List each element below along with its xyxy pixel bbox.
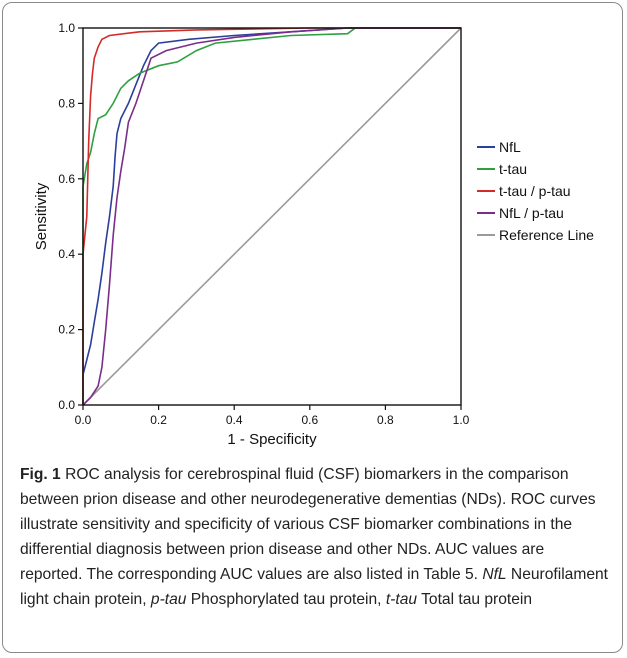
roc-chart: 0.0 0.2 0.4 0.6 0.8 1.0 0.0 0.2 0.4 0.6 0.8 1.0 1 - … <box>33 21 594 448</box>
y-axis-title: Sensitivity <box>33 182 50 250</box>
abbr-ptau: p-tau <box>150 591 187 608</box>
caption-text: ROC analysis for cerebrospinal fluid (CS… <box>20 466 596 583</box>
x-axis-title: 1 - Specificity <box>227 431 317 448</box>
series-line-nfl-p-tau <box>82 27 461 406</box>
x-tick-label: 0.2 <box>150 413 167 427</box>
y-tick-label: 0.0 <box>58 398 75 412</box>
abbr-nfl: NfL <box>482 566 507 583</box>
legend-label-nfl-p-tau: NfL / p-tau <box>499 205 564 221</box>
legend-label-t-tau: t-tau <box>499 161 527 177</box>
x-tick-label: 1.0 <box>453 413 470 427</box>
series-line-reference-line <box>82 27 462 406</box>
y-tick-label: 1.0 <box>58 21 75 35</box>
def-nfl: Neurofilament light chain protein, <box>20 566 608 608</box>
legend-label-t-tau-p-tau: t-tau / p-tau <box>499 183 571 199</box>
x-tick-label: 0.8 <box>377 413 394 427</box>
y-tick-label: 0.4 <box>58 247 75 261</box>
plot-frame <box>82 27 462 406</box>
plot-area: 0.0 0.2 0.4 0.6 0.8 1.0 0.0 0.2 0.4 0.6 0.8 1.0 1 - … <box>33 21 594 448</box>
abbr-ttau: t-tau <box>385 591 418 608</box>
def-ptau: Phosphorylated tau protein, <box>186 591 386 608</box>
y-tick-label: 0.6 <box>58 172 75 186</box>
y-tick-label: 0.8 <box>58 96 75 110</box>
def-ttau: Total tau protein <box>417 591 533 608</box>
figure-label: Fig. 1 <box>20 466 61 483</box>
y-tick-label: 0.2 <box>58 323 75 337</box>
series-line-t-tau-p-tau <box>82 27 461 405</box>
x-tick-label: 0.0 <box>75 413 92 427</box>
x-tick-label: 0.4 <box>226 413 243 427</box>
figure-caption: Fig. 1 ROC analysis for cerebrospinal fl… <box>20 462 610 612</box>
legend-label-nfl: NfL <box>499 139 521 155</box>
series-line-t-tau <box>82 27 461 405</box>
x-tick-label: 0.6 <box>301 413 318 427</box>
series-line-nfl <box>82 27 461 405</box>
legend-label-reference-line: Reference Line <box>499 227 594 243</box>
